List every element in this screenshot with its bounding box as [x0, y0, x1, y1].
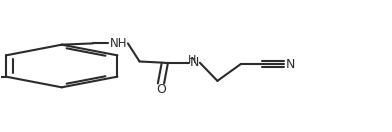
Text: H: H [188, 55, 196, 65]
Text: NH: NH [109, 37, 127, 50]
Text: O: O [156, 83, 166, 96]
Text: N: N [286, 58, 295, 71]
Text: N: N [189, 56, 199, 69]
